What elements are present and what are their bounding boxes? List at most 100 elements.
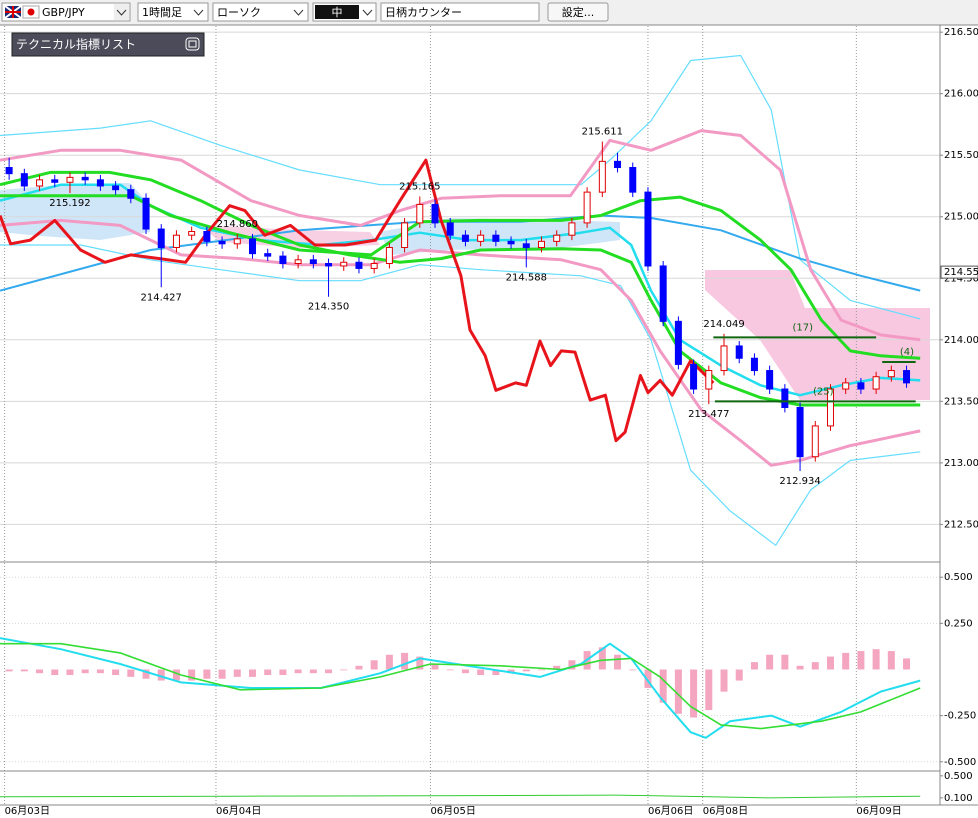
y-tick-label: -0.250	[944, 711, 976, 722]
price-annotation: 214.350	[308, 302, 349, 313]
settings-box[interactable]	[547, 2, 609, 22]
indicator-panel-title: テクニカル指標リスト	[16, 37, 136, 52]
timeframe-box[interactable]	[137, 2, 209, 22]
candle-body	[66, 176, 74, 183]
candle-body	[294, 259, 302, 265]
histogram-bar	[142, 669, 150, 679]
histogram-bar	[446, 669, 454, 671]
histogram-bar	[614, 654, 622, 670]
candle-body	[385, 247, 393, 265]
histogram-bar	[248, 669, 256, 677]
histogram-bar	[735, 669, 743, 681]
histogram-bar	[461, 669, 469, 674]
count-label: (25)	[813, 386, 834, 397]
dropdown-arrow	[116, 9, 127, 16]
histogram-bar	[401, 652, 409, 670]
settings-button[interactable]: 設定...	[547, 2, 609, 22]
chart-style-select[interactable]: ローソク	[212, 2, 309, 22]
counter-field[interactable]: 日柄カウンター	[380, 2, 540, 22]
histogram-bar	[51, 669, 59, 676]
price-annotation: 214.588	[506, 272, 547, 283]
timeframe: 1時間足	[142, 6, 182, 19]
histogram-bar	[644, 669, 652, 688]
settings: 設定...	[562, 5, 595, 19]
candle-body	[629, 167, 637, 193]
histogram-bar	[872, 649, 880, 670]
date-label: 06月08日	[703, 805, 748, 817]
histogram-bar	[294, 669, 302, 674]
histogram-bar	[309, 669, 317, 674]
histogram-bar	[96, 669, 104, 674]
indicator-line	[0, 794, 921, 799]
histogram-bar	[659, 669, 667, 703]
symbol-select[interactable]: GBP/JPY	[1, 2, 131, 22]
histogram-bar	[264, 669, 272, 676]
indicator-line	[0, 170, 921, 407]
indicator-panel-box[interactable]	[11, 32, 205, 57]
candle-body	[416, 203, 424, 224]
y-tick-label: 213.50	[944, 396, 978, 407]
cloud-pink	[705, 270, 930, 400]
histogram-bar	[766, 654, 774, 670]
histogram-bar	[370, 660, 378, 670]
y-tick-label: 216.00	[944, 89, 978, 100]
candle-body	[705, 370, 713, 390]
indicator-line	[0, 129, 921, 342]
size: 中	[332, 6, 343, 19]
candle-body	[264, 253, 272, 257]
candle-body	[233, 238, 241, 245]
chart-style-box[interactable]	[212, 2, 309, 22]
candle-body	[796, 406, 804, 458]
indicator-line	[0, 642, 921, 730]
price-annotation: 215.192	[49, 198, 90, 209]
candle-body	[81, 176, 89, 181]
histogram-bar	[522, 669, 530, 672]
price-annotation: 214.427	[141, 292, 182, 303]
candle-body	[203, 231, 211, 242]
histogram-bar	[233, 669, 241, 677]
indicator-panel[interactable]: テクニカル指標リスト	[11, 32, 205, 57]
candle-body	[614, 160, 622, 169]
histogram-bar	[5, 669, 13, 672]
y-tick-label: -0.500	[944, 757, 976, 768]
histogram-bar	[340, 669, 348, 671]
candle-body	[887, 370, 895, 378]
panel-button[interactable]	[185, 37, 200, 51]
candle-body	[446, 222, 454, 236]
indicator-line	[0, 244, 921, 546]
candle-body	[857, 382, 865, 390]
counter-box[interactable]	[380, 2, 540, 22]
candle-body	[553, 234, 561, 242]
candle-body	[218, 240, 226, 245]
indicator-line	[0, 194, 921, 360]
histogram-bar	[355, 665, 363, 670]
histogram-bar	[20, 669, 28, 672]
candle-body	[644, 191, 652, 267]
histogram-bar	[279, 669, 287, 676]
price-annotation: 214.860	[217, 219, 258, 230]
price-annotation: 214.049	[703, 319, 744, 330]
histogram-bar	[690, 669, 698, 718]
price-annotation: 215.165	[399, 181, 440, 192]
indicator-line	[0, 218, 921, 467]
timeframe-select[interactable]: 1時間足	[137, 2, 209, 22]
size-select[interactable]: 中	[312, 2, 377, 22]
histogram-bar	[811, 662, 819, 670]
histogram-bar	[81, 669, 89, 674]
candle-body	[355, 261, 363, 269]
histogram-bar	[720, 669, 728, 692]
candle-body	[96, 179, 104, 187]
candle-body	[720, 345, 728, 372]
histogram-bar	[598, 647, 606, 670]
uk-flag-red	[5, 6, 21, 18]
candle-body	[750, 357, 758, 372]
candle-body	[431, 203, 439, 224]
indicator-line	[0, 158, 715, 443]
dropdown-button[interactable]	[114, 4, 129, 20]
candle-body	[781, 388, 789, 408]
histogram-bar	[903, 658, 911, 670]
date-label: 06月05日	[430, 805, 475, 817]
indicator-line	[0, 54, 921, 320]
panel-button-icon	[188, 40, 197, 48]
